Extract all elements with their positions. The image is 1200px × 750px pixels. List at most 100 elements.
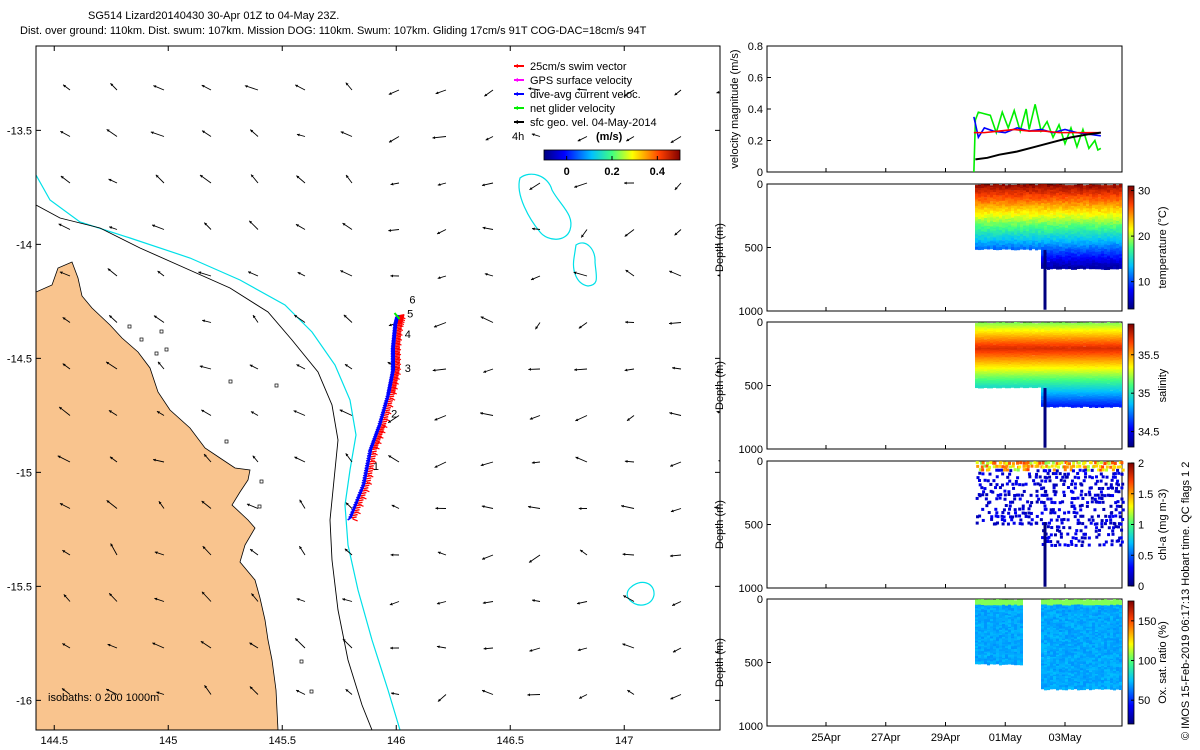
surface-current-arrow bbox=[485, 136, 494, 141]
depth-ytick-label: 0 bbox=[757, 594, 763, 606]
map-xtick-label: 144.5 bbox=[40, 735, 68, 747]
surface-current-arrow bbox=[107, 643, 118, 649]
profile-colorbar-tick-label: 34.5 bbox=[1138, 427, 1159, 439]
map-xtick-label: 145 bbox=[159, 735, 177, 747]
surface-current-arrow bbox=[578, 694, 588, 699]
profile-colorbar-tick-label: 50 bbox=[1138, 695, 1150, 707]
surface-current-arrow bbox=[201, 409, 212, 416]
surface-current-arrow bbox=[527, 693, 541, 697]
svg-text:net glider velocity: net glider velocity bbox=[530, 103, 615, 115]
colorbar-tick-label: 0 bbox=[564, 166, 570, 178]
surface-current-arrow bbox=[481, 505, 494, 509]
surface-current-arrow bbox=[105, 361, 118, 370]
surface-current-arrow bbox=[108, 314, 118, 323]
depth-ytick-label: 1000 bbox=[739, 583, 763, 595]
profile-axes bbox=[766, 460, 1123, 589]
surface-current-arrow bbox=[535, 322, 541, 330]
surface-current-arrow bbox=[340, 131, 353, 137]
isobath-200-line bbox=[36, 204, 373, 730]
glider-dive-vector bbox=[347, 516, 358, 522]
surface-current-arrow bbox=[340, 270, 353, 277]
surface-current-arrow bbox=[577, 136, 588, 142]
surface-current-arrow bbox=[437, 275, 447, 280]
island bbox=[274, 383, 279, 388]
surface-current-arrow bbox=[480, 741, 493, 747]
surface-current-arrow bbox=[59, 271, 71, 277]
surface-current-arrow bbox=[480, 316, 494, 323]
legend-entry: sfc geo. vel. 04-May-2014 bbox=[514, 117, 657, 129]
surface-current-arrow bbox=[714, 506, 720, 509]
svg-text:sfc geo. vel. 04-May-2014: sfc geo. vel. 04-May-2014 bbox=[530, 117, 657, 129]
profile-scatter bbox=[975, 599, 1122, 691]
surface-current-arrow bbox=[577, 647, 588, 652]
surface-current-arrow bbox=[154, 597, 165, 602]
map-xtick-label: 146 bbox=[387, 735, 405, 747]
surface-current-arrow bbox=[295, 223, 306, 230]
surface-current-arrow bbox=[674, 229, 682, 236]
surface-current-arrow bbox=[153, 315, 165, 323]
surface-current-arrow bbox=[719, 192, 720, 194]
surface-current-arrow bbox=[624, 368, 635, 372]
surface-current-arrow bbox=[203, 453, 212, 463]
surface-current-arrow bbox=[156, 691, 165, 695]
surface-current-arrow bbox=[479, 412, 494, 416]
surface-current-arrow bbox=[483, 368, 494, 373]
surface-current-arrow bbox=[439, 741, 446, 748]
colorbar-title: (m/s) bbox=[596, 131, 623, 143]
surface-current-arrow bbox=[244, 85, 259, 91]
surface-current-arrow bbox=[482, 601, 494, 605]
map-ytick-label: -15 bbox=[16, 467, 32, 479]
surface-current-arrow bbox=[527, 505, 541, 509]
surface-current-arrow bbox=[60, 130, 71, 137]
surface-current-arrow bbox=[575, 456, 588, 463]
depth-ylabel: Depth (m) bbox=[714, 638, 726, 687]
legend: 25cm/s swim vector GPS surface velocity di… bbox=[514, 61, 657, 129]
profile-colorbar-tick-label: 1 bbox=[1138, 520, 1144, 532]
surface-current-arrow bbox=[108, 592, 118, 602]
depth-ylabel: Depth (m) bbox=[714, 500, 726, 549]
surface-current-arrow bbox=[252, 455, 259, 463]
surface-current-arrow bbox=[437, 182, 447, 186]
surface-current-arrow bbox=[432, 368, 447, 372]
velocity-ytick-label: 0 bbox=[757, 167, 763, 179]
surface-current-arrow bbox=[531, 133, 541, 137]
surface-current-arrow bbox=[482, 226, 494, 230]
map-ytick-label: -15.5 bbox=[7, 581, 32, 593]
island bbox=[127, 324, 132, 329]
surface-current-arrow bbox=[295, 689, 306, 695]
surface-current-arrow bbox=[668, 321, 682, 325]
glider-end-marker bbox=[393, 312, 401, 320]
surface-current-arrow bbox=[388, 136, 400, 143]
surface-current-arrow bbox=[150, 131, 165, 137]
surface-current-arrow bbox=[252, 314, 259, 323]
surface-current-arrow bbox=[391, 504, 400, 509]
surface-current-arrow bbox=[622, 552, 635, 556]
surface-current-arrow bbox=[299, 545, 306, 556]
surface-current-arrow bbox=[530, 275, 541, 281]
svg-text:25cm/s swim vector: 25cm/s swim vector bbox=[530, 61, 627, 73]
depth-ytick-label: 0 bbox=[757, 317, 763, 329]
chart-title: SG514 Lizard20140430 30-Apr 01Z to 04-Ma… bbox=[88, 10, 340, 22]
surface-current-arrow bbox=[152, 458, 165, 463]
reef-outline bbox=[572, 242, 597, 287]
surface-current-arrow bbox=[627, 689, 635, 695]
surface-current-arrow bbox=[436, 645, 447, 649]
surface-current-arrow bbox=[390, 646, 400, 650]
surface-current-arrow bbox=[157, 270, 165, 277]
surface-current-arrow bbox=[343, 314, 353, 323]
surface-current-arrow bbox=[672, 647, 682, 653]
colorbar-tick-label: 0.4 bbox=[650, 166, 666, 178]
depth-ytick-label: 500 bbox=[745, 520, 763, 532]
island bbox=[228, 379, 233, 384]
day-label: 6 bbox=[409, 295, 415, 307]
island bbox=[139, 337, 144, 342]
legend-entry: GPS surface velocity bbox=[514, 75, 633, 87]
temperature-panel: 0 500 1000 Depth (m) 10 20 30 temperature (°C) bbox=[714, 179, 1169, 318]
map-ytick-label: -16 bbox=[16, 695, 32, 707]
profile-colorbar-tick-label: 0.5 bbox=[1138, 550, 1153, 562]
map-panel: 144.5 145 145.5 146 146.5 147-13.5-14-14.5-15… bbox=[7, 45, 721, 748]
velocity-ytick-label: 0.8 bbox=[748, 41, 763, 53]
surface-current-arrow bbox=[481, 182, 494, 187]
surface-current-arrow bbox=[528, 87, 541, 91]
surface-current-arrow bbox=[715, 370, 720, 374]
